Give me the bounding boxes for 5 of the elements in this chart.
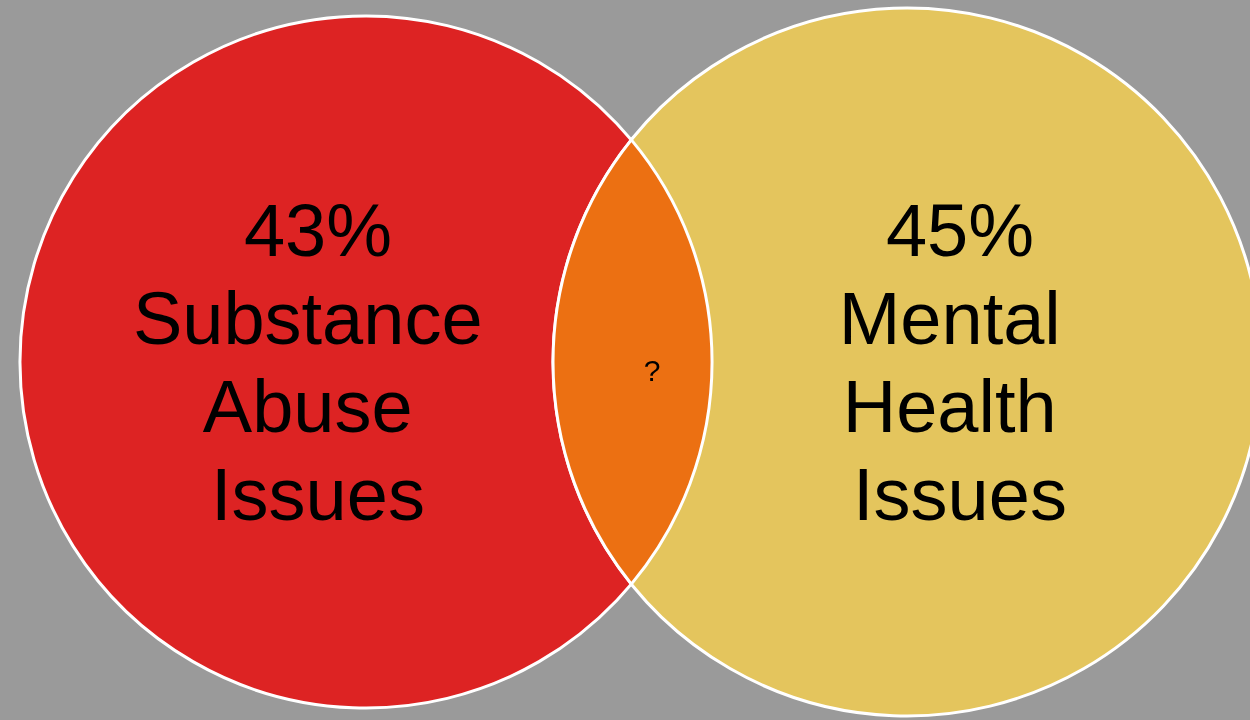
data-label: 43% [243, 188, 393, 272]
category-label: Mental Health Issues [838, 276, 1082, 536]
data-label: 45% [885, 188, 1035, 272]
category-label: Substance Abuse Issues [132, 276, 504, 536]
data-label: ? [643, 353, 661, 387]
